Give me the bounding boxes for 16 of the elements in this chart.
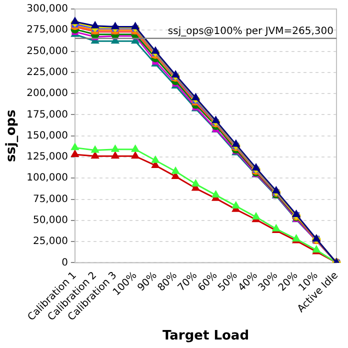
- y-tick-label: 125,000: [26, 152, 68, 163]
- y-tick-label: 250,000: [26, 46, 68, 57]
- y-tick-label: 175,000: [26, 109, 68, 120]
- y-tick-label: 300,000: [26, 4, 68, 15]
- y-tick-label: 275,000: [26, 24, 68, 36]
- ref-line-label: ssj_ops@100% per JVM=265,300: [168, 26, 334, 37]
- y-tick-label: 150,000: [26, 130, 68, 142]
- y-tick-label: 100,000: [26, 172, 68, 184]
- y-axis-title: ssj_ops: [4, 109, 20, 162]
- y-tick-label: 225,000: [26, 67, 68, 78]
- x-axis-title: Target Load: [162, 328, 249, 344]
- y-tick-label: 50,000: [32, 215, 68, 226]
- y-tick-label: 0: [62, 257, 68, 268]
- y-tick-label: 200,000: [26, 88, 68, 100]
- y-tick-label: 25,000: [32, 236, 68, 248]
- y-tick-label: 75,000: [32, 194, 68, 205]
